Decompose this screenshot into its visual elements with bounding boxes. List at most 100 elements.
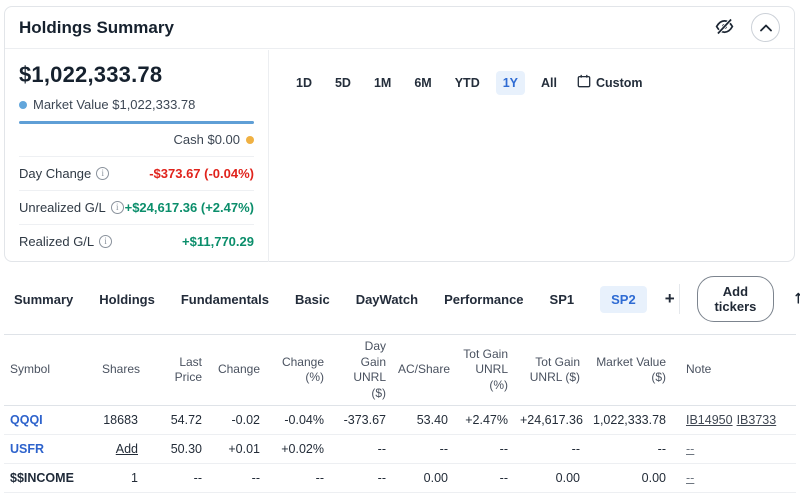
table-row: $$INCOME 1 -- -- -- -- 0.00 -- 0.00 0.00… (4, 463, 796, 493)
change-cell: +0.01 (208, 434, 266, 465)
tot-gain-pct-cell: +2.47% (454, 405, 514, 436)
col-tot-gain-pct[interactable]: Tot Gain UNRL (%) (454, 333, 514, 407)
symbol-link[interactable]: QQQI (10, 413, 43, 428)
col-change-pct[interactable]: Change (%) (266, 333, 330, 407)
day-change-label: Day Change (19, 166, 92, 181)
range-6m-button[interactable]: 6M (407, 71, 438, 95)
page-title: Holdings Summary (19, 17, 174, 37)
add-note-link[interactable]: -- (686, 442, 695, 457)
change-cell: -- (208, 463, 266, 493)
cash-row: Cash $0.00 (19, 132, 254, 156)
chevron-up-icon (759, 20, 772, 35)
shares-cell: 18683 (96, 405, 144, 436)
day-gain-cell: -373.67 (330, 405, 392, 436)
add-note-link[interactable]: -- (686, 471, 695, 486)
col-market-value[interactable]: Market Value ($) (586, 333, 672, 407)
tot-gain-usd-cell: 0.00 (514, 463, 586, 493)
note-cell: IB14950 IB3733 (672, 405, 796, 436)
collapse-button[interactable] (751, 13, 780, 42)
realized-gl-value: +$11,770.29 (182, 234, 254, 249)
tot-gain-usd-cell: -- (514, 434, 586, 465)
table-row: USFR Add 50.30 +0.01 +0.02% -- -- -- -- … (4, 434, 796, 465)
allocation-bar (19, 121, 254, 124)
day-gain-cell: -- (330, 434, 392, 465)
symbol-label: $$INCOME (10, 471, 74, 486)
col-last-price[interactable]: Last Price (144, 333, 208, 407)
day-change-value: -$373.67 (-0.04%) (149, 166, 254, 181)
range-custom-button[interactable]: Custom (573, 69, 647, 96)
ac-share-cell: 0.00 (392, 463, 454, 493)
sort-button[interactable] (790, 287, 800, 312)
last-price-cell: 54.72 (144, 405, 208, 436)
info-icon[interactable] (96, 167, 110, 180)
col-note[interactable]: Note (672, 333, 796, 407)
col-day-gain[interactable]: Day Gain UNRL ($) (330, 333, 392, 407)
change-pct-cell: +0.02% (266, 434, 330, 465)
realized-gl-label: Realized G/L (19, 234, 95, 249)
range-5d-button[interactable]: 5D (328, 71, 358, 95)
market-value-dot-icon (19, 100, 27, 109)
range-1y-button[interactable]: 1Y (495, 70, 526, 95)
cash-dot-icon (246, 135, 254, 144)
ac-share-cell: 53.40 (392, 405, 454, 436)
range-1m-button[interactable]: 1M (367, 71, 398, 95)
market-value-label: Market Value $1,022,333.78 (33, 97, 196, 112)
symbol-link[interactable]: USFR (10, 442, 45, 457)
eye-slash-icon (714, 16, 735, 40)
add-tickers-button[interactable]: Add tickers (697, 276, 774, 322)
day-change-row: Day Change -$373.67 (-0.04%) (19, 156, 254, 190)
ac-share-cell: -- (392, 434, 454, 465)
custom-label: Custom (596, 75, 643, 90)
col-tot-gain-usd[interactable]: Tot Gain UNRL ($) (514, 333, 586, 407)
market-value-cell: -- (586, 434, 672, 465)
card-header: Holdings Summary (5, 7, 794, 49)
tab-daywatch[interactable]: DayWatch (356, 286, 418, 313)
col-symbol[interactable]: Symbol (4, 333, 96, 407)
market-value-cell: 1,022,333.78 (586, 405, 672, 436)
holdings-table: Symbol Shares Last Price Change Change (… (4, 333, 796, 493)
tab-fundamentals[interactable]: Fundamentals (181, 286, 269, 313)
tab-sp1[interactable]: SP1 (550, 286, 575, 313)
range-1d-button[interactable]: 1D (289, 71, 319, 95)
table-row: QQQI 18683 54.72 -0.02 -0.04% -373.67 53… (4, 405, 796, 436)
market-value-row: Market Value $1,022,333.78 (19, 97, 254, 112)
view-tabs: Summary Holdings Fundamentals Basic DayW… (14, 276, 800, 322)
shares-cell: 1 (96, 463, 144, 493)
note-link[interactable]: IB14950 (686, 413, 733, 428)
col-shares[interactable]: Shares (96, 333, 144, 407)
change-cell: -0.02 (208, 405, 266, 436)
add-tab-button[interactable]: + (661, 289, 679, 309)
time-range-selector: 1D 5D 1M 6M YTD 1Y All Custom (289, 69, 647, 96)
cash-label: Cash $0.00 (173, 132, 241, 147)
market-value-cell: 0.00 (586, 463, 672, 493)
unrealized-gl-value: +$24,617.36 (+2.47%) (124, 200, 254, 215)
realized-gl-row: Realized G/L +$11,770.29 (19, 224, 254, 258)
range-ytd-button[interactable]: YTD (448, 71, 487, 95)
info-icon[interactable] (110, 201, 124, 214)
col-change[interactable]: Change (208, 333, 266, 407)
tot-gain-usd-cell: +24,617.36 (514, 405, 586, 436)
tab-performance[interactable]: Performance (444, 286, 523, 313)
summary-panel: $1,022,333.78 Market Value $1,022,333.78… (5, 50, 269, 262)
total-value: $1,022,333.78 (19, 62, 163, 87)
tab-holdings[interactable]: Holdings (99, 286, 155, 313)
col-ac-share[interactable]: AC/Share (392, 333, 454, 407)
tab-basic[interactable]: Basic (295, 286, 330, 313)
day-gain-cell: -- (330, 463, 392, 493)
add-shares-link[interactable]: Add (115, 442, 138, 457)
last-price-cell: -- (144, 463, 208, 493)
hide-values-button[interactable] (712, 14, 737, 42)
last-price-cell: 50.30 (144, 434, 208, 465)
sort-arrows-icon (792, 289, 800, 310)
unrealized-gl-row: Unrealized G/L +$24,617.36 (+2.47%) (19, 190, 254, 224)
range-all-button[interactable]: All (534, 71, 564, 95)
tab-summary[interactable]: Summary (14, 286, 73, 313)
info-icon[interactable] (99, 235, 113, 248)
table-header-row: Symbol Shares Last Price Change Change (… (4, 333, 796, 407)
tab-sp2[interactable]: SP2 (600, 285, 647, 313)
holdings-summary-card: Holdings Summary (4, 6, 795, 262)
change-pct-cell: -0.04% (266, 405, 330, 436)
tot-gain-pct-cell: -- (454, 463, 514, 493)
tot-gain-pct-cell: -- (454, 434, 514, 465)
note-link[interactable]: IB3733 (736, 413, 777, 428)
